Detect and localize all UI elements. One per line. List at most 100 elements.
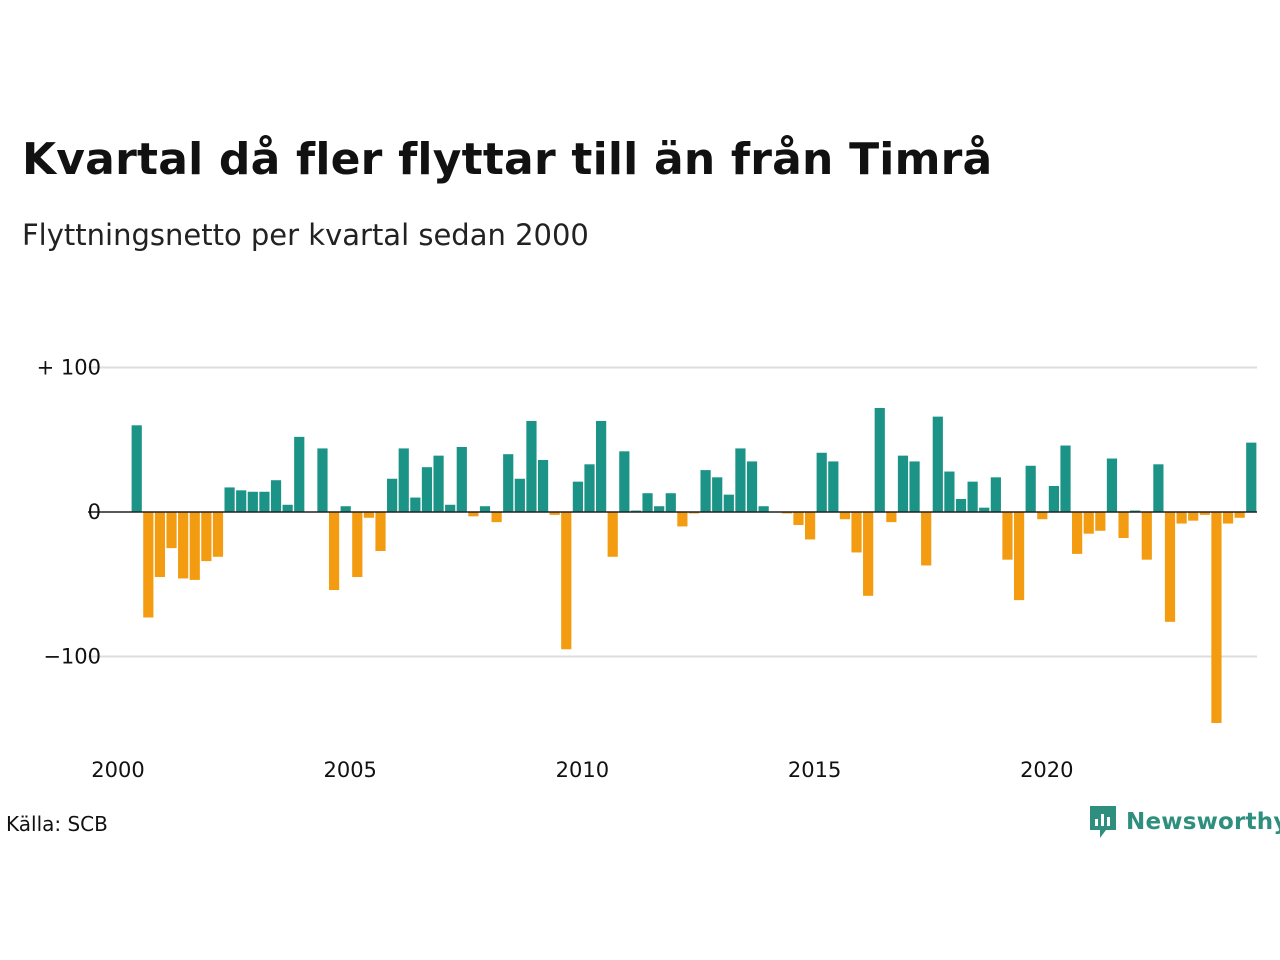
bar <box>1246 442 1257 512</box>
bar <box>932 416 943 512</box>
bar <box>1188 512 1199 521</box>
bar <box>154 512 166 578</box>
bar <box>375 512 386 552</box>
bar <box>955 499 967 512</box>
bar <box>584 464 595 512</box>
bar <box>491 512 502 523</box>
bar <box>839 512 851 520</box>
y-tick-label: −100 <box>43 645 101 669</box>
bar <box>572 481 583 512</box>
bar <box>1106 458 1118 512</box>
bar <box>387 478 398 512</box>
bar <box>1141 512 1152 560</box>
bar <box>270 480 282 512</box>
bar <box>189 512 200 580</box>
bar <box>526 420 537 512</box>
bar <box>665 493 676 512</box>
bar <box>851 512 862 553</box>
brand-name: Newsworthy <box>1126 809 1280 835</box>
bar <box>479 506 491 512</box>
bar <box>596 420 607 512</box>
bar <box>944 471 955 512</box>
bar <box>212 512 224 557</box>
bar <box>1095 512 1106 531</box>
bar <box>1118 512 1129 539</box>
x-tick-label: 2020 <box>1020 758 1073 782</box>
bar <box>793 512 804 525</box>
bar <box>723 494 734 512</box>
bar <box>363 512 375 518</box>
bar <box>828 461 839 512</box>
bar <box>549 512 560 515</box>
bar <box>247 491 258 512</box>
bar <box>781 512 792 514</box>
bar <box>282 504 293 512</box>
bar <box>1176 512 1187 524</box>
bar <box>688 512 700 514</box>
bar <box>712 477 723 512</box>
bar <box>178 512 189 579</box>
bar <box>259 491 270 512</box>
bar <box>1013 512 1025 601</box>
bar <box>1072 512 1083 554</box>
bar <box>1002 512 1013 560</box>
bar <box>897 455 909 512</box>
bar <box>537 459 549 512</box>
y-tick-label: + 100 <box>37 356 101 380</box>
bar <box>421 467 433 512</box>
axis-labels: + 100 0 −100 2000 2005 2010 2015 2020 <box>37 356 1074 783</box>
bar <box>294 436 305 512</box>
bar <box>514 478 525 512</box>
chart-title: Kvartal då fler flyttar till än från Tim… <box>22 134 993 185</box>
bar <box>456 446 467 512</box>
bar <box>677 512 688 527</box>
bar <box>1199 512 1210 515</box>
bar <box>1060 445 1071 512</box>
bar <box>433 455 444 512</box>
bar <box>746 461 758 512</box>
bar <box>1153 464 1164 512</box>
bar <box>642 493 653 512</box>
bar <box>445 504 456 512</box>
bar <box>1234 512 1245 518</box>
bar <box>561 512 572 650</box>
bar <box>201 512 212 562</box>
x-tick-label: 2005 <box>323 758 376 782</box>
bar <box>131 425 142 512</box>
bar <box>340 506 351 512</box>
bar <box>236 490 247 512</box>
chart-subtitle: Flyttningsnetto per kvartal sedan 2000 <box>22 218 589 252</box>
x-tick-label: 2000 <box>91 758 144 782</box>
grid-lines <box>88 366 1257 658</box>
bar <box>468 512 479 517</box>
bar <box>1048 485 1059 512</box>
bar <box>410 497 421 512</box>
x-tick-label: 2015 <box>788 758 841 782</box>
bar <box>143 512 154 618</box>
bar <box>886 512 897 523</box>
bar <box>328 512 340 591</box>
source-note: Källa: SCB <box>6 812 108 836</box>
bar <box>1083 512 1094 534</box>
x-tick-label: 2010 <box>556 758 609 782</box>
bar <box>816 452 827 512</box>
bar <box>503 454 514 512</box>
bar-chart-speech-bubble-icon <box>1090 806 1116 838</box>
bar <box>1037 512 1048 520</box>
bar <box>979 507 990 512</box>
bar <box>990 477 1001 512</box>
bar <box>1164 512 1176 622</box>
bar <box>909 461 920 512</box>
bar <box>874 407 885 512</box>
bar <box>317 448 328 512</box>
bar <box>398 448 409 512</box>
bar <box>863 512 874 596</box>
bar <box>619 451 630 512</box>
y-tick-label: 0 <box>88 500 101 524</box>
bar <box>1130 510 1141 512</box>
bar <box>1211 512 1222 723</box>
bar <box>1222 512 1234 524</box>
bar <box>804 512 816 540</box>
brand-logo: Newsworthy <box>1088 804 1280 840</box>
